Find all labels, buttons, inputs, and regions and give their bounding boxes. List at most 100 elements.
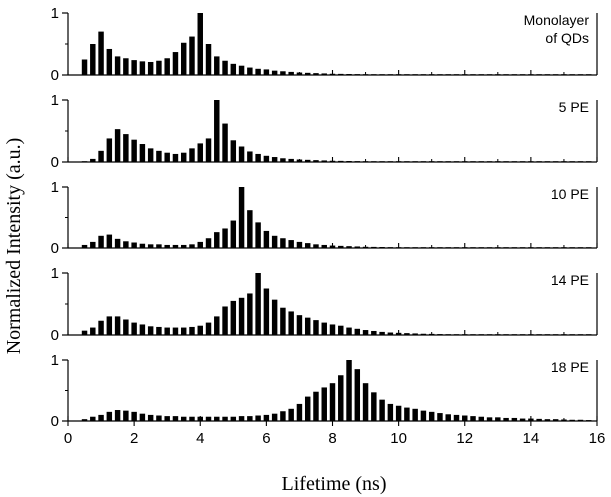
panel-label-line: 5 PE [559,99,589,115]
bar [454,415,459,421]
bar [123,320,128,336]
panel-label: 18 PE [551,359,589,375]
bars [82,100,592,162]
bar [140,144,145,162]
x-axis-title: Lifetime (ns) [282,473,387,495]
bar [206,138,211,162]
bar [255,222,260,248]
bar [115,410,120,421]
bar [239,187,244,248]
bar [288,311,293,335]
bar [140,324,145,335]
bars [82,273,592,335]
bar [470,416,475,421]
bar [214,417,219,421]
bar [140,244,145,248]
bar [123,241,128,248]
bar [371,331,376,335]
panels: 0 1 Monolayer of QDs 0 1 5 PE 0 1 10 PE 0 1 14 PE 0 1 1… [51,5,597,430]
bar [338,375,343,421]
panel-label: 5 PE [559,99,589,115]
bar [272,71,277,75]
bar [90,44,95,75]
bar [107,316,112,335]
bars [82,360,592,421]
panel-4: 01 14 PE [51,265,597,344]
bar [264,289,269,336]
bar [148,415,153,421]
y-tick-label: 0 [51,154,59,171]
bar [148,326,153,335]
bar [173,154,178,162]
bar [437,413,442,421]
bar [247,151,252,162]
bar [305,243,310,248]
bar [272,300,277,335]
bar [231,221,236,248]
bar [123,411,128,421]
bar [115,129,120,162]
y-tick-label: 1 [51,265,59,282]
bar [173,416,178,421]
panel-2: 01 5 PE [51,92,597,171]
bar [90,328,95,335]
bar [123,58,128,75]
x-tick-label: 16 [589,430,606,447]
x-tick-label: 0 [64,430,72,447]
bar [90,417,95,421]
bar [239,416,244,421]
panel-label: 14 PE [551,272,589,288]
panel-1: 0 1 Monolayer of QDs [51,5,597,84]
bar [255,69,260,75]
bar [123,134,128,162]
bar [222,417,227,421]
bar [222,306,227,335]
bar [239,298,244,335]
panel-label-line: 10 PE [551,186,589,202]
bar [189,327,194,335]
x-axis: 0 2 4 6 8 10 12 14 16 [64,421,606,447]
bar [115,239,120,248]
bar [181,43,186,75]
x-tick-label: 6 [262,430,270,447]
bar [115,316,120,335]
bar [255,154,260,162]
bar [412,409,417,421]
y-tick-label: 0 [51,240,59,257]
bar [322,323,327,335]
bar [140,61,145,75]
y-tick-label: 1 [51,179,59,196]
bar [388,404,393,421]
panel-label-line: 18 PE [551,359,589,375]
bar [255,416,260,421]
bar [288,240,293,248]
bar [98,32,103,75]
bar [313,392,318,421]
bar [404,408,409,421]
bar [148,148,153,162]
bar [148,62,153,75]
bar [189,148,194,162]
y-tick-label: 1 [51,5,59,22]
bar [189,37,194,75]
bar [280,411,285,421]
y-axis-title: Normalized Intensity (a.u.) [3,138,25,355]
bar [222,61,227,75]
bar [445,414,450,421]
bar [107,138,112,162]
bar [338,326,343,335]
bar [239,66,244,75]
panel-label: 10 PE [551,186,589,202]
bar [214,100,219,162]
bar [280,238,285,248]
bar [231,301,236,335]
bar [115,56,120,75]
bar [355,329,360,335]
bar [206,323,211,335]
bar [247,416,252,421]
bar [222,124,227,162]
bar [107,49,112,75]
bar [379,400,384,421]
bar [247,210,252,248]
panel-label-line: Monolayer [524,12,590,28]
